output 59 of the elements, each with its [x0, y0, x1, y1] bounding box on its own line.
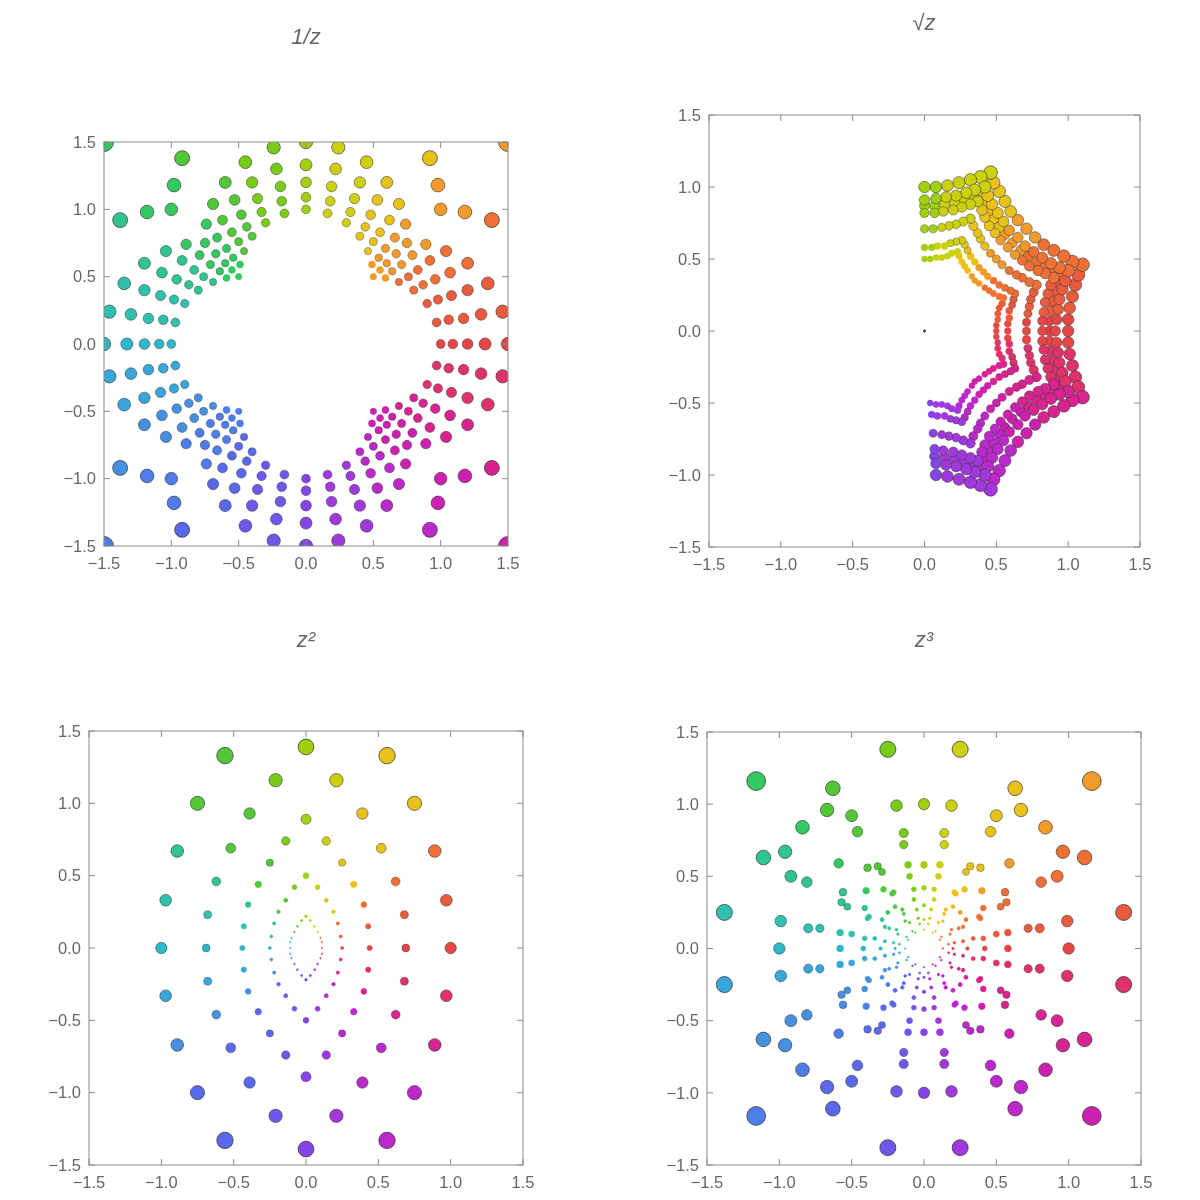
- x-tick-label: −0.5: [835, 1173, 868, 1191]
- x-tick-label: 0.5: [984, 555, 1008, 573]
- y-tick-label: −0.5: [666, 1011, 699, 1030]
- chart-title: √z: [912, 10, 936, 35]
- x-tick-label: 0.0: [912, 1173, 936, 1191]
- x-tick-label: 1.0: [1057, 1173, 1081, 1191]
- chart-title: z³: [913, 627, 934, 652]
- y-tick-label: −1.5: [666, 1155, 699, 1174]
- y-tick-label: 0.5: [58, 866, 81, 885]
- y-tick-label: −1.0: [48, 1083, 81, 1102]
- y-tick-label: −1.5: [668, 537, 701, 556]
- x-tick-label: −1.5: [692, 555, 726, 573]
- y-tick-label: 0.0: [58, 938, 81, 957]
- x-tick-label: 0.0: [294, 554, 318, 572]
- x-tick-label: −0.5: [217, 1173, 250, 1191]
- x-tick-label: 0.5: [366, 1173, 390, 1191]
- chart-title: z²: [295, 627, 316, 652]
- x-tick-label: 1.0: [429, 554, 453, 572]
- x-tick-label: 0.0: [913, 555, 936, 573]
- x-tick-label: −0.5: [222, 554, 255, 572]
- y-tick-label: −0.5: [668, 393, 701, 412]
- chart-title: 1/z: [291, 24, 321, 49]
- y-tick-label: −0.5: [48, 1011, 81, 1030]
- y-tick-label: 0.0: [678, 321, 701, 340]
- y-tick-label: 1.5: [58, 721, 81, 740]
- x-tick-label: 1.0: [439, 1173, 463, 1191]
- x-tick-label: 0.0: [294, 1173, 318, 1191]
- y-tick-label: 1.5: [678, 105, 701, 124]
- y-tick-label: −1.5: [63, 536, 96, 555]
- y-tick-label: 1.5: [676, 722, 699, 741]
- x-tick-label: −1.0: [763, 1173, 796, 1191]
- x-tick-label: −1.5: [87, 554, 121, 572]
- y-tick-label: 0.5: [73, 267, 96, 286]
- y-tick-label: −0.5: [63, 402, 96, 421]
- y-tick-label: 1.0: [678, 177, 701, 196]
- y-tick-label: −1.0: [668, 465, 701, 484]
- y-tick-label: 1.5: [73, 132, 96, 151]
- y-tick-label: −1.0: [666, 1083, 699, 1102]
- y-tick-label: 1.0: [58, 794, 81, 813]
- y-tick-label: 0.5: [676, 867, 699, 886]
- x-tick-label: −1.0: [145, 1173, 178, 1191]
- x-tick-label: 1.5: [496, 554, 520, 572]
- x-tick-label: 0.5: [984, 1173, 1008, 1191]
- x-tick-label: 1.0: [1056, 555, 1080, 573]
- x-tick-label: −1.5: [690, 1173, 724, 1191]
- y-tick-label: −1.0: [63, 469, 96, 488]
- y-tick-label: −1.5: [48, 1155, 81, 1174]
- y-tick-label: 0.0: [73, 334, 96, 353]
- y-tick-label: 1.0: [73, 200, 96, 219]
- x-tick-label: −0.5: [836, 555, 869, 573]
- x-tick-label: 1.5: [1129, 1173, 1153, 1191]
- x-tick-label: −1.0: [764, 555, 798, 573]
- x-tick-label: −1.0: [155, 554, 188, 572]
- y-tick-label: 1.0: [676, 794, 699, 813]
- x-tick-label: 1.5: [1128, 555, 1152, 573]
- x-tick-label: 0.5: [361, 554, 385, 572]
- y-tick-label: 0.0: [676, 939, 699, 958]
- y-tick-label: 0.5: [678, 249, 701, 268]
- x-tick-label: 1.5: [511, 1173, 535, 1191]
